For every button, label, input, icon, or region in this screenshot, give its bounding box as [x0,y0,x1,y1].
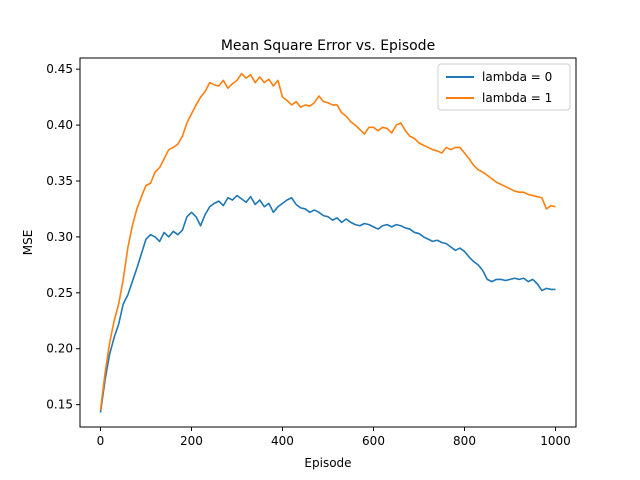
y-tick-label: 0.25 [46,286,73,300]
x-axis-ticks: 0 200 400 600 800 1000 [97,427,571,448]
y-tick-label: 0.30 [46,230,73,244]
chart-title: Mean Square Error vs. Episode [221,38,435,54]
series-line-1 [99,72,556,411]
y-axis-label: MSE [21,230,35,256]
y-tick-label: 0.20 [46,342,73,356]
y-tick-label: 0.40 [46,118,73,132]
x-tick-label: 800 [453,434,476,448]
x-axis-label: Episode [304,456,351,470]
x-tick-label: 200 [180,434,203,448]
y-tick-label: 0.45 [46,62,73,76]
y-tick-label: 0.35 [46,174,73,188]
x-tick-label: 600 [362,434,385,448]
x-tick-label: 0 [97,434,105,448]
series-line-0 [99,194,556,413]
plot-area [99,72,556,413]
legend: lambda = 0 lambda = 1 [437,63,571,111]
y-axis-ticks: 0.15 0.20 0.25 0.30 0.35 0.40 0.45 [46,62,80,412]
x-tick-label: 400 [271,434,294,448]
x-tick-label: 1000 [540,434,571,448]
legend-label-0: lambda = 0 [482,70,552,84]
y-tick-label: 0.15 [46,398,73,412]
axes-frame [79,57,577,428]
legend-label-1: lambda = 1 [482,91,552,105]
